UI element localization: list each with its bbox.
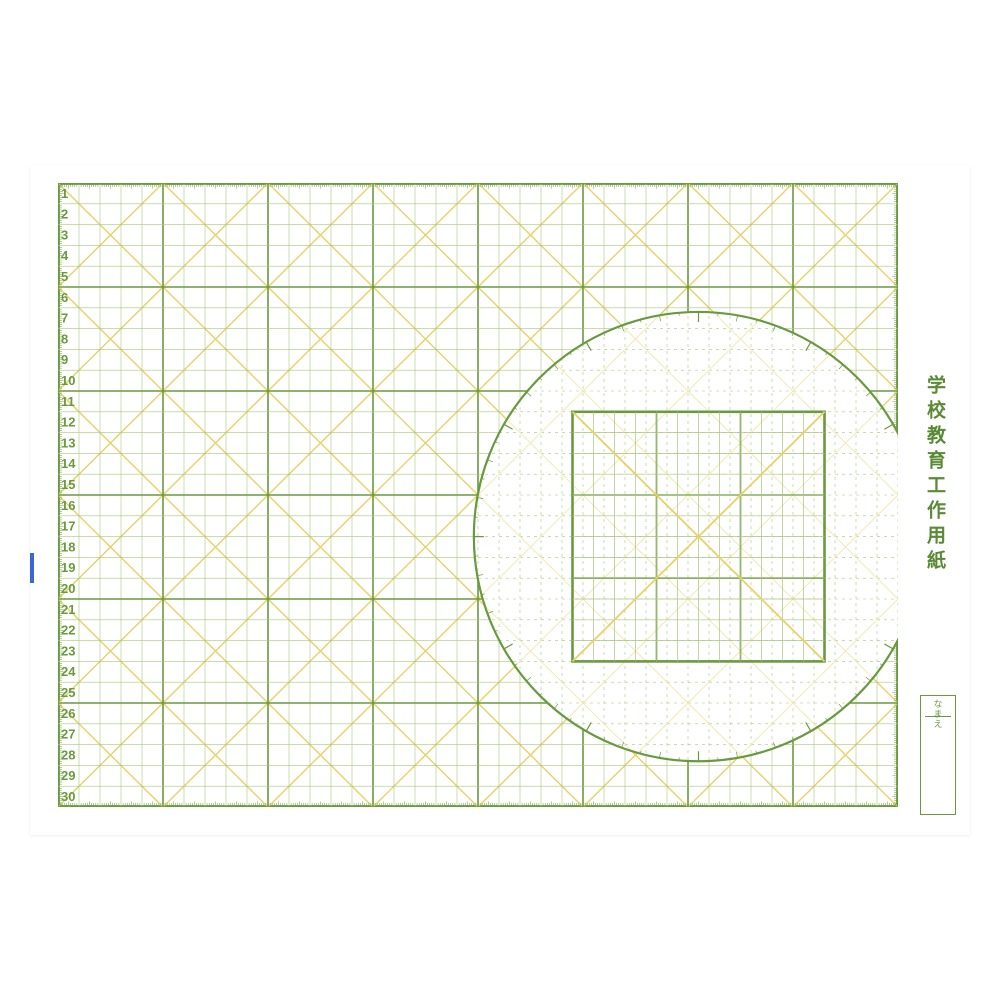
- svg-text:26: 26: [61, 706, 75, 721]
- svg-text:8: 8: [61, 331, 68, 346]
- svg-text:28: 28: [61, 747, 75, 762]
- svg-text:29: 29: [61, 768, 75, 783]
- svg-text:25: 25: [61, 685, 75, 700]
- svg-text:2: 2: [61, 207, 68, 222]
- svg-text:27: 27: [61, 727, 75, 742]
- svg-text:30: 30: [61, 789, 75, 804]
- svg-text:23: 23: [61, 643, 75, 658]
- svg-text:19: 19: [61, 560, 75, 575]
- paper-title-vertical: 学校教育工作用紙: [928, 375, 948, 575]
- svg-text:13: 13: [61, 435, 75, 450]
- svg-text:17: 17: [61, 519, 75, 534]
- svg-text:5: 5: [61, 269, 68, 284]
- svg-text:12: 12: [61, 415, 75, 430]
- svg-text:4: 4: [61, 248, 69, 263]
- svg-text:16: 16: [61, 498, 75, 513]
- svg-text:10: 10: [61, 373, 75, 388]
- name-box: なまえ: [920, 695, 956, 815]
- grid-area: 1234567891011121314151617181920212223242…: [58, 183, 898, 807]
- svg-text:11: 11: [61, 394, 75, 409]
- grid-svg: 1234567891011121314151617181920212223242…: [58, 183, 898, 807]
- svg-text:3: 3: [61, 227, 68, 242]
- name-label: なまえ: [932, 699, 945, 729]
- svg-text:6: 6: [61, 290, 68, 305]
- svg-text:15: 15: [61, 477, 75, 492]
- craft-paper: 1234567891011121314151617181920212223242…: [30, 165, 970, 835]
- svg-text:14: 14: [61, 456, 76, 471]
- svg-text:24: 24: [61, 664, 76, 679]
- svg-text:18: 18: [61, 539, 75, 554]
- svg-text:7: 7: [61, 311, 68, 326]
- svg-text:9: 9: [61, 352, 68, 367]
- name-divider: [925, 716, 951, 717]
- svg-text:22: 22: [61, 623, 75, 638]
- svg-text:21: 21: [61, 602, 75, 617]
- svg-text:1: 1: [61, 186, 68, 201]
- binding-mark: [30, 553, 34, 583]
- svg-text:20: 20: [61, 581, 75, 596]
